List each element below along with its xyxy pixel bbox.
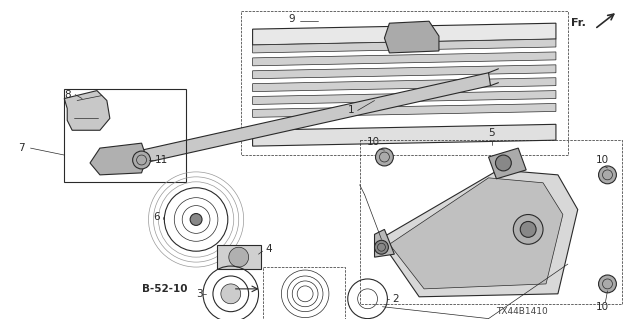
Bar bbox=[241, 11, 568, 155]
Polygon shape bbox=[488, 148, 526, 179]
Polygon shape bbox=[90, 143, 147, 175]
Text: Fr.: Fr. bbox=[571, 18, 586, 28]
Circle shape bbox=[221, 284, 241, 304]
Polygon shape bbox=[253, 52, 556, 66]
Circle shape bbox=[228, 247, 248, 267]
Text: 1: 1 bbox=[348, 105, 355, 116]
Text: 5: 5 bbox=[488, 128, 495, 138]
Polygon shape bbox=[64, 91, 110, 130]
Text: TX44B1410: TX44B1410 bbox=[497, 307, 548, 316]
Polygon shape bbox=[253, 39, 556, 53]
Polygon shape bbox=[253, 23, 556, 45]
Text: 8: 8 bbox=[64, 90, 71, 100]
Circle shape bbox=[374, 240, 388, 254]
Circle shape bbox=[376, 148, 394, 166]
Polygon shape bbox=[253, 65, 556, 79]
Polygon shape bbox=[253, 78, 556, 92]
Polygon shape bbox=[217, 245, 260, 269]
Text: 3: 3 bbox=[196, 289, 203, 299]
Text: 10: 10 bbox=[596, 302, 609, 312]
Text: 4: 4 bbox=[266, 244, 272, 254]
Polygon shape bbox=[253, 103, 556, 117]
Polygon shape bbox=[374, 229, 394, 257]
Text: 11: 11 bbox=[154, 155, 168, 165]
Circle shape bbox=[598, 166, 616, 184]
Polygon shape bbox=[253, 124, 556, 146]
Polygon shape bbox=[389, 178, 563, 289]
Circle shape bbox=[513, 214, 543, 244]
Bar bbox=[64, 89, 186, 182]
Bar bbox=[360, 140, 622, 304]
Text: 2: 2 bbox=[392, 294, 399, 304]
Text: 9: 9 bbox=[288, 14, 295, 24]
Circle shape bbox=[495, 155, 511, 171]
Text: 10: 10 bbox=[596, 155, 609, 165]
Polygon shape bbox=[120, 73, 490, 168]
Text: B-52-10: B-52-10 bbox=[141, 284, 187, 294]
Circle shape bbox=[520, 221, 536, 237]
Text: 6: 6 bbox=[154, 212, 160, 222]
Polygon shape bbox=[253, 91, 556, 105]
Circle shape bbox=[598, 275, 616, 293]
Bar bbox=[262, 267, 345, 320]
Polygon shape bbox=[385, 21, 439, 53]
Text: 7: 7 bbox=[18, 143, 24, 153]
Text: 10: 10 bbox=[367, 137, 380, 147]
Polygon shape bbox=[380, 170, 578, 297]
Circle shape bbox=[190, 213, 202, 225]
Circle shape bbox=[132, 151, 150, 169]
